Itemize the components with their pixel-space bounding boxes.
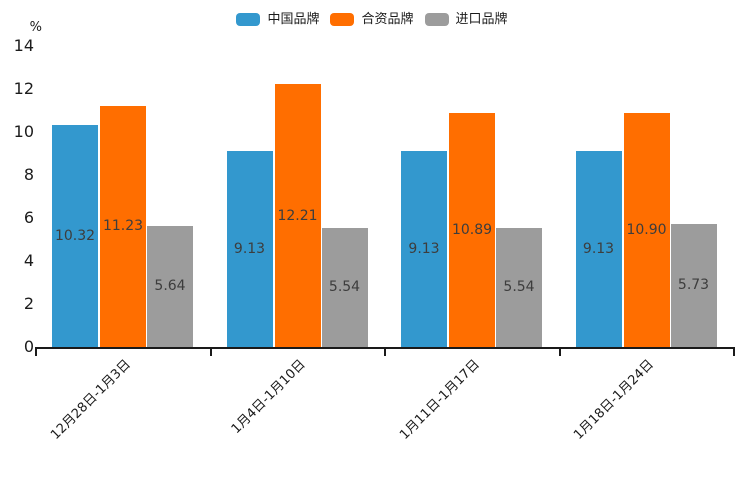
y-tick-label: 6 xyxy=(23,208,34,227)
legend-item-1[interactable]: 中国品牌 xyxy=(236,11,319,28)
x-category-label-1: 12月28日-1月3日 xyxy=(48,357,134,443)
legend-label: 中国品牌 xyxy=(267,12,320,27)
y-axis-unit-label: % xyxy=(29,20,42,35)
y-tick-label: 0 xyxy=(23,337,34,356)
x-tickmark xyxy=(384,349,386,356)
bar-value-label: 12.21 xyxy=(277,207,318,224)
bar-进口品牌-2[interactable] xyxy=(321,227,368,347)
bar-进口品牌-1[interactable] xyxy=(147,225,193,347)
bar-中国品牌-4[interactable] xyxy=(575,150,622,347)
bar-value-label: 5.64 xyxy=(154,278,186,295)
y-tick-label: 8 xyxy=(23,165,34,184)
x-tickmark xyxy=(35,349,37,356)
x-tickmark xyxy=(733,349,735,356)
bar-value-label: 9.13 xyxy=(408,240,440,257)
bar-合资品牌-1[interactable] xyxy=(100,105,146,347)
legend-swatch-icon xyxy=(424,13,449,26)
legend-swatch-icon xyxy=(330,13,355,26)
bar-中国品牌-3[interactable] xyxy=(401,150,447,347)
legend-swatch-icon xyxy=(236,13,261,26)
bar-合资品牌-2[interactable] xyxy=(274,84,321,347)
y-tick-label: 10 xyxy=(13,122,34,141)
legend-label: 进口品牌 xyxy=(455,12,508,27)
bar-value-label: 11.23 xyxy=(102,218,144,235)
x-tickmark xyxy=(558,349,561,356)
bar-value-label: 10.89 xyxy=(451,221,493,238)
bar-中国品牌-1[interactable] xyxy=(52,125,98,347)
bar-中国品牌-2[interactable] xyxy=(226,150,273,347)
bar-value-label: 5.54 xyxy=(503,279,535,296)
bar-合资品牌-3[interactable] xyxy=(449,112,495,347)
bar-进口品牌-4[interactable] xyxy=(670,223,717,347)
bar-进口品牌-3[interactable] xyxy=(496,227,542,347)
legend-label: 合资品牌 xyxy=(361,12,414,27)
bar-value-label: 5.54 xyxy=(328,279,361,296)
x-category-label-4: 1月18日-1月24日 xyxy=(571,357,658,443)
x-tickmark xyxy=(209,349,212,356)
x-category-label-3: 1月11日-1月17日 xyxy=(397,357,483,443)
bar-value-label: 9.13 xyxy=(582,240,615,257)
bar-value-label: 9.13 xyxy=(233,240,266,257)
bar-合资品牌-4[interactable] xyxy=(623,112,670,347)
y-tick-label: 4 xyxy=(23,251,34,270)
bar-value-label: 10.90 xyxy=(626,221,667,238)
y-tick-label: 12 xyxy=(13,79,34,98)
y-tick-label: 14 xyxy=(13,36,34,55)
bar-value-label: 5.73 xyxy=(677,277,710,294)
bar-value-label: 10.32 xyxy=(54,228,96,245)
y-tick-label: 2 xyxy=(23,294,34,313)
legend: 中国品牌 合资品牌 进口品牌 xyxy=(0,11,744,28)
legend-item-3[interactable]: 进口品牌 xyxy=(424,11,508,28)
x-category-label-2: 1月4日-1月10日 xyxy=(228,357,309,437)
legend-item-2[interactable]: 合资品牌 xyxy=(330,11,414,28)
x-axis-line xyxy=(35,347,735,349)
